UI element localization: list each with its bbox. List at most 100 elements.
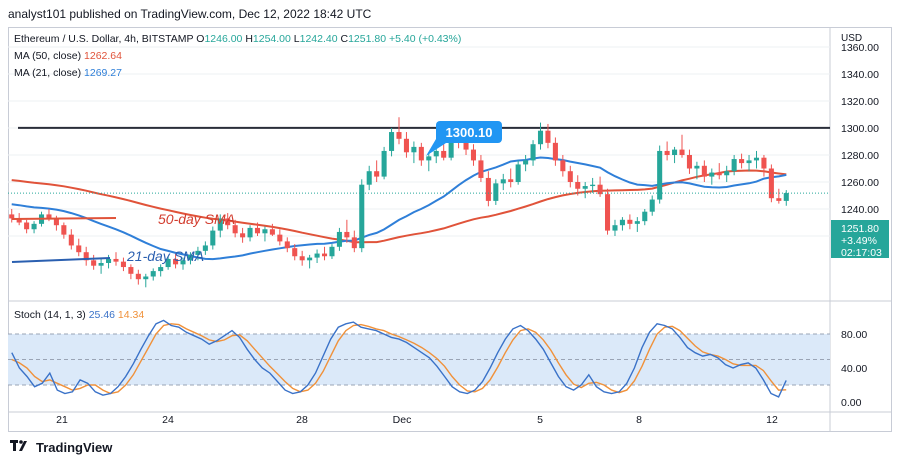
candle [619,217,625,231]
candle [701,160,707,182]
candle [396,117,402,145]
candle [575,175,581,196]
price-tick-label: 1300.00 [841,123,879,135]
candle [761,155,767,177]
candle [269,223,275,236]
candle-body [746,160,752,164]
candle [91,254,97,270]
candle-body [418,146,424,161]
price-axis-currency: USD [841,33,862,44]
candle [292,244,298,261]
candle-body [575,182,581,189]
candle [612,219,618,236]
candle-body [605,194,611,231]
candle [106,254,112,269]
candle-body [463,141,469,150]
ma50-line [11,169,787,244]
candle [344,219,350,243]
stoch-tick-label: 80.00 [841,329,867,341]
candle-body [61,225,67,235]
candle [314,249,320,263]
stoch-tick-label: 40.00 [841,363,867,375]
candle [508,168,514,188]
time-tick-label: 12 [766,414,778,426]
candle [83,246,89,266]
candle-body [396,132,402,139]
candle [217,214,223,238]
candle-body [441,150,447,158]
time-tick-label: Dec [393,414,412,426]
candle [686,149,692,174]
candle [210,226,216,250]
candle [485,171,491,207]
candle-body [307,257,313,261]
candle-body [426,156,432,161]
price-tick-label: 1360.00 [841,42,879,54]
candle-body [202,245,208,251]
candle-body [590,184,596,187]
candle [403,132,409,158]
candle [426,152,432,172]
candle [9,209,15,223]
candle [597,176,603,197]
chart-legend: Ethereum / U.S. Dollar, 4h, BITSTAMP O12… [14,33,461,79]
candle-body [783,193,789,201]
legend-ma21-label: MA (21, close) [14,67,84,79]
legend-close: 1251.80 [348,33,389,45]
candle [709,168,715,185]
candle [180,257,186,270]
candle-body [411,146,417,153]
candle-body [731,159,737,172]
candle-body [321,253,328,257]
price-badge-price: 1251.80 [841,223,879,235]
ma21-line [11,156,787,261]
candle [336,227,342,251]
legend-ma50-value: 1262.64 [84,50,122,62]
candle [411,141,417,164]
candle [530,140,536,166]
price-tick-label: 1340.00 [841,69,879,81]
candle [634,217,640,232]
candle [173,253,179,269]
candle-body [277,234,283,242]
candle [254,222,261,236]
candle-body [709,172,715,177]
candle-body [254,227,261,234]
candle [716,163,722,180]
candle [679,134,685,158]
candle-body [761,157,767,169]
candle [202,241,208,255]
candle-body [314,253,320,258]
candle [158,264,164,277]
candle [307,254,313,269]
candle [321,246,328,261]
candle [76,238,82,257]
candle-body [120,261,126,268]
candle [724,165,730,182]
candle [739,153,745,169]
candle-body [232,225,238,234]
candle-body [389,132,395,151]
candle [649,195,655,216]
candle [187,252,193,265]
chart-frame [8,27,892,432]
price-tick-label: 1260.00 [841,177,879,189]
candle [746,155,752,172]
callout-box [436,121,502,143]
candle [351,230,357,253]
candle-body [776,198,782,201]
candle [567,165,573,188]
candle [128,264,134,280]
legend-h-label: H [245,33,253,45]
candle-body [53,218,59,226]
candle [478,155,484,182]
candle [366,165,372,191]
time-tick-label: 5 [537,414,543,426]
candle [277,229,283,246]
candle-body [9,214,15,219]
candle [98,258,104,274]
candle [135,269,141,285]
candle-body [91,260,97,266]
legend-symbol-line: Ethereum / U.S. Dollar, 4h, BITSTAMP O12… [14,33,461,45]
